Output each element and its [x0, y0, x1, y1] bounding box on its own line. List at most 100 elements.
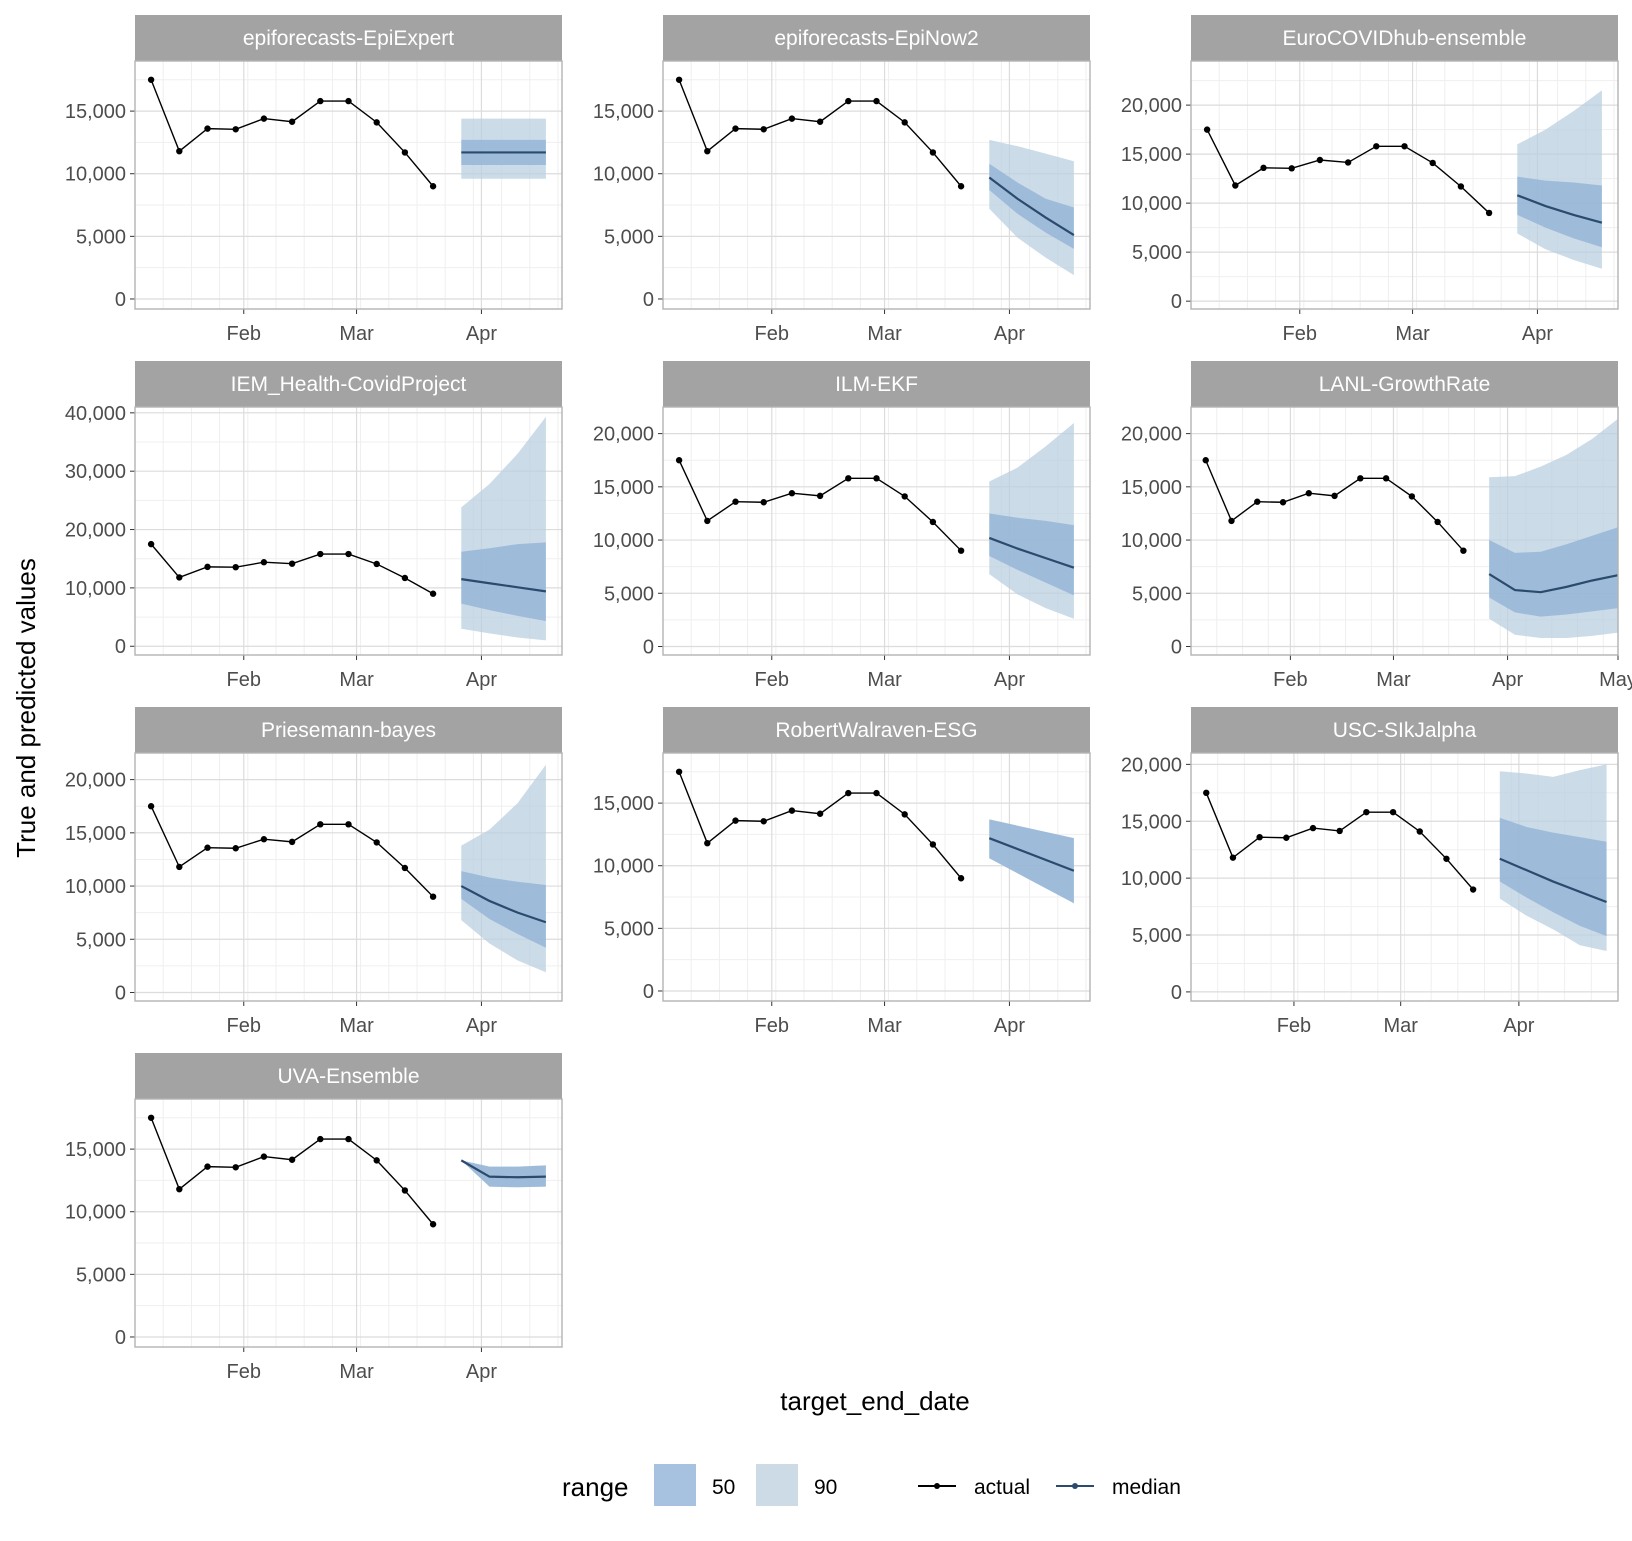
- actual-point: [176, 863, 183, 871]
- actual-point: [845, 97, 852, 105]
- y-tick-label: 15,000: [1121, 144, 1182, 166]
- y-tick-label: 40,000: [65, 403, 126, 425]
- actual-point: [401, 1187, 409, 1194]
- actual-point: [957, 547, 965, 554]
- actual-point: [147, 1114, 155, 1121]
- actual-point: [675, 76, 683, 83]
- x-tick-label: Mar: [867, 1015, 902, 1037]
- x-tick-label: Apr: [1503, 1015, 1534, 1037]
- actual-point: [1229, 854, 1237, 861]
- actual-point: [147, 540, 155, 548]
- x-tick-label: May: [1599, 669, 1632, 691]
- x-tick-label: Mar: [339, 323, 374, 345]
- actual-point: [288, 118, 296, 125]
- facet-title: ILM-EKF: [835, 373, 918, 396]
- actual-point: [147, 803, 155, 810]
- y-tick-label: 5,000: [604, 583, 654, 605]
- x-tick-label: Mar: [339, 669, 374, 691]
- actual-point: [373, 839, 380, 846]
- actual-point: [317, 1135, 324, 1143]
- facet-title: Priesemann-bayes: [261, 719, 436, 742]
- actual-point: [1460, 547, 1467, 554]
- actual-point: [901, 493, 908, 500]
- facet-panel: RobertWalraven-ESG 0 5,000 10,000 15,000 Feb M…: [593, 707, 1091, 1037]
- x-tick-label: Mar: [339, 1361, 374, 1383]
- actual-point: [816, 118, 824, 125]
- actual-point: [957, 183, 965, 190]
- actual-point: [1363, 808, 1370, 816]
- legend-swatch-90: [756, 1464, 798, 1506]
- actual-point: [1203, 789, 1210, 797]
- actual-point: [1357, 475, 1364, 482]
- x-tick-label: Apr: [466, 669, 497, 691]
- y-tick-label: 0: [115, 982, 126, 1004]
- panel-border: [1190, 60, 1619, 310]
- actual-point: [760, 126, 767, 133]
- x-tick-label: Apr: [994, 669, 1025, 691]
- legend-point-actual: [934, 1483, 940, 1489]
- panel-border: [662, 60, 1091, 310]
- actual-point: [788, 115, 796, 122]
- y-tick-label: 0: [643, 636, 654, 658]
- y-tick-label: 15,000: [65, 1139, 126, 1161]
- actual-point: [704, 147, 711, 155]
- facet-panel: ILM-EKF 0 5,000 10,000 15,000 20,000 Feb Mar Apr: [593, 361, 1091, 691]
- actual-point: [929, 149, 937, 156]
- y-tick-label: 15,000: [65, 823, 126, 845]
- y-tick-label: 15,000: [1121, 477, 1182, 499]
- y-tick-label: 0: [643, 981, 654, 1003]
- band-50: [1517, 176, 1602, 248]
- actual-point: [429, 183, 437, 190]
- y-tick-label: 15,000: [593, 477, 654, 499]
- actual-point: [345, 1135, 352, 1143]
- x-tick-label: Mar: [1395, 323, 1430, 345]
- actual-point: [147, 76, 155, 83]
- actual-point: [1260, 164, 1267, 172]
- actual-point: [1283, 834, 1290, 841]
- actual-point: [260, 1153, 268, 1160]
- x-tick-label: Apr: [1522, 323, 1553, 345]
- actual-point: [373, 1157, 380, 1164]
- actual-point: [1382, 475, 1390, 482]
- actual-point: [1344, 159, 1352, 166]
- x-tick-label: Mar: [867, 323, 902, 345]
- facet-strip: [1191, 15, 1618, 61]
- y-tick-label: 20,000: [1121, 95, 1182, 117]
- actual-point: [317, 550, 324, 558]
- actual-point: [204, 125, 211, 132]
- actual-point: [788, 807, 796, 814]
- y-tick-label: 10,000: [593, 164, 654, 186]
- actual-point: [232, 126, 239, 133]
- band-50: [989, 819, 1074, 904]
- legend-label-median: median: [1112, 1476, 1181, 1499]
- facet-panel: epiforecasts-EpiExpert 0 5,000 10,000 15,000…: [65, 15, 563, 345]
- y-tick-label: 5,000: [76, 226, 126, 248]
- facet-panel: epiforecasts-EpiNow2 0 5,000 10,000 15,000 Fe…: [593, 15, 1091, 345]
- median-line: [461, 578, 547, 593]
- band-50: [989, 163, 1074, 249]
- actual-point: [732, 498, 739, 505]
- x-tick-label: Feb: [1277, 1015, 1311, 1037]
- actual-point: [345, 821, 352, 828]
- actual-point: [1279, 499, 1287, 506]
- y-tick-label: 10,000: [65, 164, 126, 186]
- actual-point: [1469, 886, 1477, 893]
- actual-point: [1389, 808, 1397, 816]
- actual-point: [732, 125, 739, 132]
- y-tick-label: 20,000: [65, 520, 126, 542]
- facet-panel: UVA-Ensemble 0 5,000 10,000 15,000 Feb Mar Apr: [65, 1053, 563, 1383]
- actual-point: [1316, 156, 1324, 164]
- facet-title: IEM_Health-CovidProject: [231, 373, 467, 396]
- y-tick-label: 5,000: [604, 226, 654, 248]
- actual-point: [704, 517, 711, 525]
- y-tick-label: 10,000: [65, 1202, 126, 1224]
- x-tick-label: Apr: [1492, 669, 1523, 691]
- actual-point: [1416, 828, 1423, 835]
- actual-point: [675, 768, 683, 775]
- y-tick-label: 0: [1171, 636, 1182, 658]
- x-tick-label: Mar: [339, 1015, 374, 1037]
- legend-label-50: 50: [712, 1476, 735, 1499]
- actual-point: [204, 563, 211, 571]
- panel-border: [662, 406, 1091, 656]
